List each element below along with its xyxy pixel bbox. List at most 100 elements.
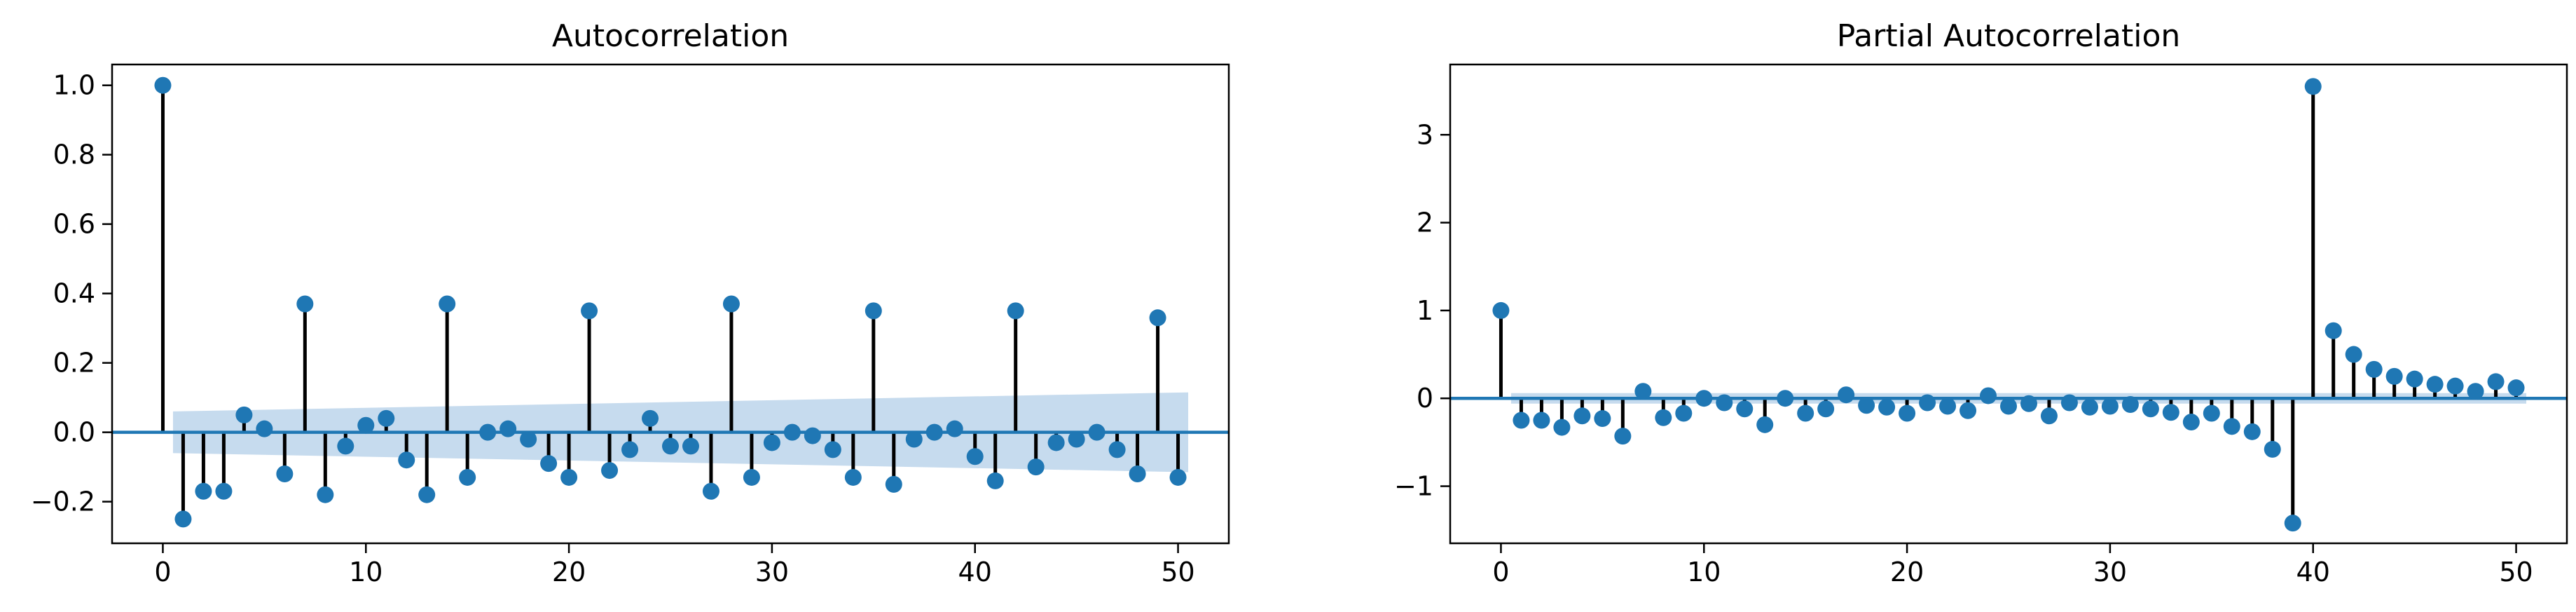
pacf-data-point [2345, 346, 2362, 363]
pacf-data-point [2040, 407, 2058, 425]
pacf-data-point [2507, 379, 2525, 397]
pacf-data-point [1655, 409, 1672, 426]
acf-data-point [925, 423, 943, 441]
pacf-panel: 0 10 20 30 40 50 −1 0 1 2 3 Partial Autocorrelation [1394, 18, 2568, 587]
acf-data-point [398, 451, 415, 469]
acf-data-point [215, 482, 233, 500]
pacf-axes-frame [1449, 63, 2568, 545]
pacf-data-point [2182, 414, 2200, 431]
pacf-data-point [1716, 394, 1733, 412]
acf-y-tick-label: 1.0 [53, 70, 95, 101]
pacf-chart-title: Partial Autocorrelation [1837, 18, 2181, 54]
acf-x-tick-label: 30 [755, 557, 789, 587]
acf-data-point [804, 427, 821, 444]
acf-data-point [1027, 458, 1045, 476]
pacf-y-tick-label: 2 [1417, 208, 1433, 238]
pacf-data-point [1675, 404, 1693, 422]
acf-data-point [986, 472, 1004, 489]
pacf-x-tick-label: 50 [2499, 557, 2533, 587]
pacf-data-point [2487, 373, 2505, 390]
acf-data-point [865, 302, 882, 320]
acf-y-tick-label: 0.8 [53, 140, 95, 170]
pacf-data-point [1513, 412, 1530, 429]
pacf-data-point [2000, 397, 2017, 415]
pacf-data-point [2264, 440, 2281, 458]
pacf-y-tick-label: 1 [1417, 295, 1433, 326]
pacf-data-point [1858, 397, 1875, 414]
acf-data-point [763, 434, 780, 451]
acf-axes-frame [111, 63, 1230, 545]
acf-data-point [317, 486, 334, 503]
pacf-x-tick-label: 0 [1492, 557, 1509, 587]
acf-data-point [621, 441, 639, 458]
pacf-x-tick-label: 30 [2093, 557, 2127, 587]
acf-y-tick-label: 0.4 [53, 278, 95, 309]
pacf-data-point [1959, 402, 1977, 419]
acf-panel: 0 10 20 30 40 50 −0.2 0.0 0.2 0.4 0.6 0.8 1.0 Autocor… [31, 18, 1230, 587]
acf-data-point [479, 423, 497, 441]
pacf-data-point [1533, 412, 1550, 429]
pacf-data-point [1980, 387, 1997, 404]
acf-data-point [682, 437, 699, 455]
pacf-data-point [1553, 419, 1571, 436]
acf-data-point [601, 462, 619, 480]
pacf-data-point [2162, 404, 2179, 421]
pacf-data-point [2121, 395, 2139, 413]
acf-data-point [1169, 468, 1187, 486]
pacf-data-point [2467, 383, 2484, 400]
acf-data-point [174, 510, 192, 528]
acf-data-point [154, 76, 172, 94]
pacf-data-point [1614, 428, 1632, 445]
acf-x-tick-label: 10 [349, 557, 383, 587]
pacf-data-point [2203, 404, 2220, 422]
acf-data-point [1129, 465, 1146, 483]
acf-data-point [743, 468, 760, 486]
acf-data-point [1068, 430, 1085, 448]
pacf-data-point [1736, 400, 1754, 418]
acf-data-point [256, 420, 273, 437]
pacf-data-point [1756, 416, 1774, 433]
acf-data-point [195, 482, 212, 500]
pacf-data-point [2223, 418, 2240, 435]
acf-data-point [560, 468, 578, 486]
acf-data-point [885, 475, 902, 493]
acf-data-point [642, 409, 659, 427]
acf-y-tick-label: 0.0 [53, 417, 95, 448]
pacf-data-point [1573, 407, 1591, 425]
pacf-y-tick-label: −1 [1394, 471, 1433, 502]
pacf-data-point [2385, 367, 2403, 385]
pacf-data-point [2142, 400, 2159, 418]
acf-data-point [662, 437, 679, 455]
pacf-x-tick-label: 10 [1687, 557, 1721, 587]
pacf-data-point [2304, 78, 2322, 95]
acf-data-point [905, 430, 923, 448]
acf-y-tick-label: 0.2 [53, 348, 95, 379]
acf-data-point [702, 482, 719, 500]
pacf-data-point [1777, 390, 1794, 407]
acf-data-point [1047, 434, 1065, 451]
pacf-data-point [1695, 390, 1713, 407]
acf-data-point [966, 448, 984, 465]
pacf-data-point [1817, 400, 1835, 418]
pacf-data-point [2243, 423, 2261, 440]
acf-data-point [1088, 423, 1106, 441]
pacf-data-point [1878, 398, 1896, 416]
acf-data-point [783, 423, 801, 441]
acf-data-point [1007, 302, 1024, 320]
acf-data-point [235, 406, 253, 423]
pacf-data-point [1899, 404, 1916, 422]
pacf-data-point [2406, 370, 2423, 388]
acf-data-point [500, 420, 517, 437]
pacf-y-tick-label: 3 [1417, 119, 1433, 150]
acf-y-tick-label: −0.2 [31, 487, 95, 517]
acf-data-point [337, 437, 354, 455]
pacf-data-point [1634, 383, 1652, 400]
pacf-data-point [2060, 394, 2078, 412]
pacf-data-point [2101, 397, 2119, 415]
acf-data-point [581, 302, 598, 320]
pacf-data-point [2020, 395, 2037, 412]
pacf-data-point [1594, 410, 1611, 428]
pacf-data-point [1492, 301, 1510, 319]
acf-data-point [276, 465, 294, 483]
